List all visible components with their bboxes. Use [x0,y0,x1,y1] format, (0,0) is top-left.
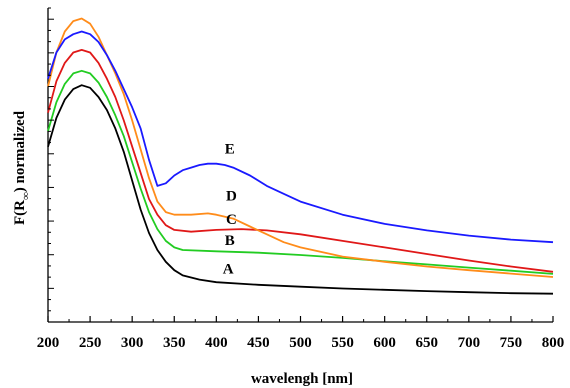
svg-text:F(R∞) normalized: F(R∞) normalized [12,110,32,225]
axes [47,8,553,323]
curve-D [47,17,554,278]
y-axis-title-main: F(R [12,200,28,225]
curve-E [47,30,554,244]
x-axis-title: wavelengh [nm] [251,371,353,387]
tick-labels: 200 250 300 350 400 450 500 550 600 650 700 750 800 [37,335,565,351]
x-tick-label: 600 [373,335,396,351]
curve-label-A: A [223,261,234,277]
x-tick-label: 750 [500,335,523,351]
y-axis-title: F(R∞) normalized [12,110,32,225]
x-tick-label: 350 [163,335,186,351]
curve-C [47,49,554,273]
x-tick-label: 550 [331,335,354,351]
y-axis-title-sub: ∞ [20,192,32,200]
x-tick-label: 500 [289,335,312,351]
y-axis-title-tail: ) normalized [12,110,28,192]
x-tick-label: 250 [79,335,102,351]
x-tick-label: 450 [247,335,270,351]
curve-label-B: B [225,233,235,249]
x-tick-label: 650 [416,335,439,351]
curve-label-E: E [225,142,235,158]
curve-label-D: D [226,188,237,204]
curve-A [47,84,554,295]
x-tick-label: 800 [542,335,565,351]
curve-B [47,69,554,275]
curves [47,17,554,295]
x-tick-label: 300 [121,335,144,351]
ticks [47,7,554,322]
x-tick-label: 400 [205,335,228,351]
curve-label-C: C [226,212,237,228]
x-tick-label: 200 [37,335,60,351]
x-tick-label: 700 [458,335,481,351]
